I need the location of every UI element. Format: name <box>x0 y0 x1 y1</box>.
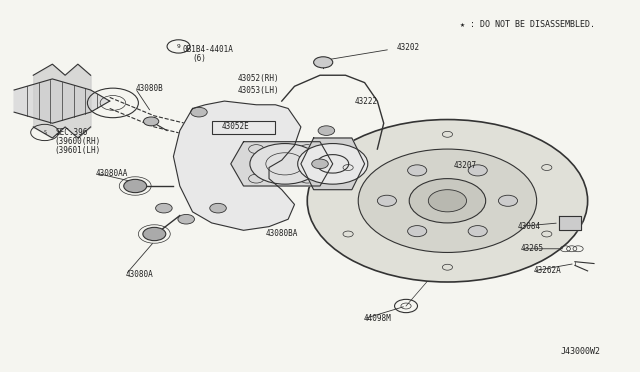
Text: 43080B: 43080B <box>135 84 163 93</box>
Circle shape <box>428 190 467 212</box>
Circle shape <box>317 173 326 177</box>
Circle shape <box>468 165 487 176</box>
Circle shape <box>210 203 227 213</box>
Polygon shape <box>559 215 581 230</box>
Text: 43202: 43202 <box>396 43 420 52</box>
Text: 43053(LH): 43053(LH) <box>237 86 279 94</box>
Text: 43080BA: 43080BA <box>266 230 298 238</box>
Text: S: S <box>44 130 46 135</box>
Text: 43084: 43084 <box>518 222 541 231</box>
Circle shape <box>468 225 487 237</box>
Circle shape <box>358 149 537 253</box>
Circle shape <box>339 150 348 155</box>
Text: 9: 9 <box>177 44 180 49</box>
Polygon shape <box>173 101 301 230</box>
Circle shape <box>317 150 326 155</box>
Text: 0B1B4-4401A: 0B1B4-4401A <box>183 45 234 54</box>
Text: SEC.396: SEC.396 <box>56 128 88 137</box>
Polygon shape <box>231 142 333 186</box>
Circle shape <box>408 165 427 176</box>
Circle shape <box>306 161 315 166</box>
Circle shape <box>378 195 396 206</box>
Polygon shape <box>301 138 365 190</box>
Circle shape <box>312 159 328 169</box>
Circle shape <box>339 173 348 177</box>
Text: 43207: 43207 <box>454 161 477 170</box>
Circle shape <box>191 108 207 117</box>
Circle shape <box>156 203 172 213</box>
Text: 43265: 43265 <box>521 244 544 253</box>
Circle shape <box>178 214 195 224</box>
Text: 43080A: 43080A <box>125 270 154 279</box>
Text: (39600(RH): (39600(RH) <box>54 137 100 146</box>
Circle shape <box>409 179 486 223</box>
Text: 43080AA: 43080AA <box>96 169 128 177</box>
Text: J43000W2: J43000W2 <box>561 347 600 356</box>
Circle shape <box>499 195 518 206</box>
Text: 43222: 43222 <box>355 97 378 106</box>
Circle shape <box>143 227 166 241</box>
Polygon shape <box>14 79 109 123</box>
Circle shape <box>314 57 333 68</box>
Text: (39601(LH): (39601(LH) <box>54 147 100 155</box>
Circle shape <box>307 119 588 282</box>
Circle shape <box>318 126 335 135</box>
Text: (6): (6) <box>193 54 207 63</box>
Circle shape <box>298 144 368 184</box>
Circle shape <box>124 179 147 193</box>
Text: ★ : DO NOT BE DISASSEMBLED.: ★ : DO NOT BE DISASSEMBLED. <box>460 20 595 29</box>
Text: 43052E: 43052E <box>221 122 249 131</box>
Text: 44098M: 44098M <box>364 314 391 323</box>
Circle shape <box>250 144 320 184</box>
Circle shape <box>143 117 159 126</box>
Circle shape <box>351 161 360 166</box>
Text: 43052(RH): 43052(RH) <box>237 74 279 83</box>
Text: 43262A: 43262A <box>534 266 561 275</box>
Circle shape <box>408 225 427 237</box>
